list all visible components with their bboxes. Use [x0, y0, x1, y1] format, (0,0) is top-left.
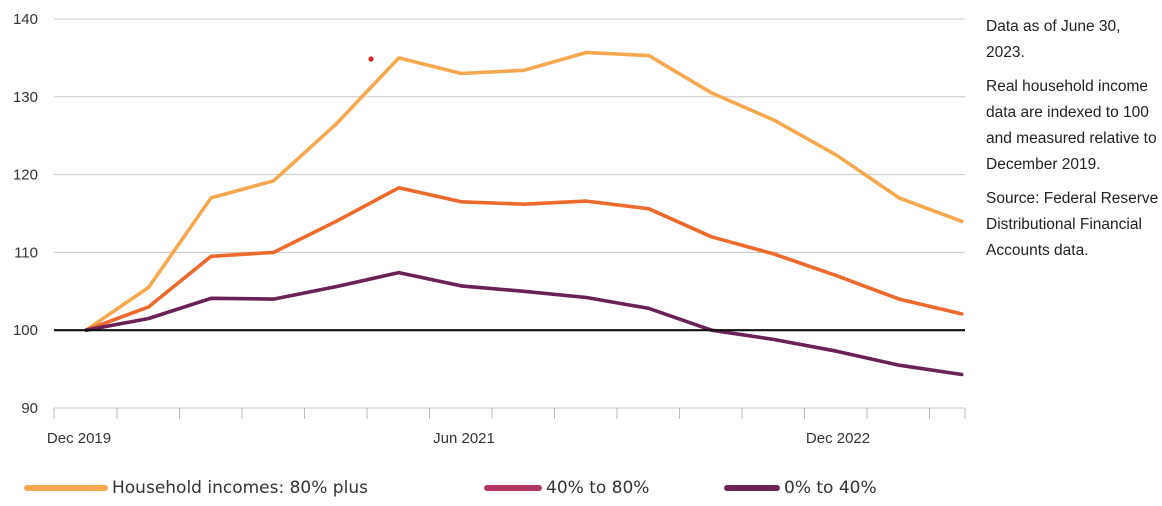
legend-label-0-40: 0% to 40% [784, 478, 877, 498]
note-data-date: Data as of June 30, 2023. [986, 18, 1121, 61]
y-axis-ticks: 90 100 110 120 130 140 [13, 11, 38, 417]
legend-item-80-plus: Household incomes: 80% plus [24, 478, 368, 498]
y-tick-label-100: 100 [13, 322, 38, 339]
legend-swatch-0-40 [724, 485, 780, 491]
series-line-80-plus [84, 50, 964, 333]
legend-label-80-plus: Household incomes: 80% plus [112, 478, 368, 498]
series-lines [54, 50, 965, 377]
x-tick-label: Dec 2019 [47, 430, 111, 447]
legend-item-0-40: 0% to 40% [724, 478, 877, 498]
gridlines [54, 18, 965, 253]
y-tick-label-120: 120 [13, 167, 38, 184]
legend-swatch-40-80 [484, 485, 542, 491]
y-tick-label-130: 130 [13, 89, 38, 106]
note-index-description: Real household income data are indexed t… [986, 78, 1157, 173]
y-tick-label-110: 110 [14, 244, 38, 261]
legend-label-40-80: 40% to 80% [546, 478, 650, 498]
series-line-0-40 [84, 270, 964, 377]
legend-item-40-80: 40% to 80% [484, 478, 649, 498]
chart-notes: Data as of June 30, 2023. Real household… [986, 14, 1162, 272]
note-source: Source: Federal Reserve Distributional F… [986, 190, 1159, 259]
red-marker-dot [368, 56, 374, 62]
x-axis: Dec 2019 Jun 2021 Dec 2022 [47, 407, 966, 447]
legend-swatch-80-plus [24, 485, 108, 491]
series-line-40-80 [84, 186, 964, 333]
y-tick-label-140: 140 [13, 11, 38, 28]
x-tick-label: Dec 2022 [806, 430, 870, 447]
x-tick-label: Jun 2021 [433, 430, 495, 447]
y-tick-label-90: 90 [21, 400, 38, 417]
